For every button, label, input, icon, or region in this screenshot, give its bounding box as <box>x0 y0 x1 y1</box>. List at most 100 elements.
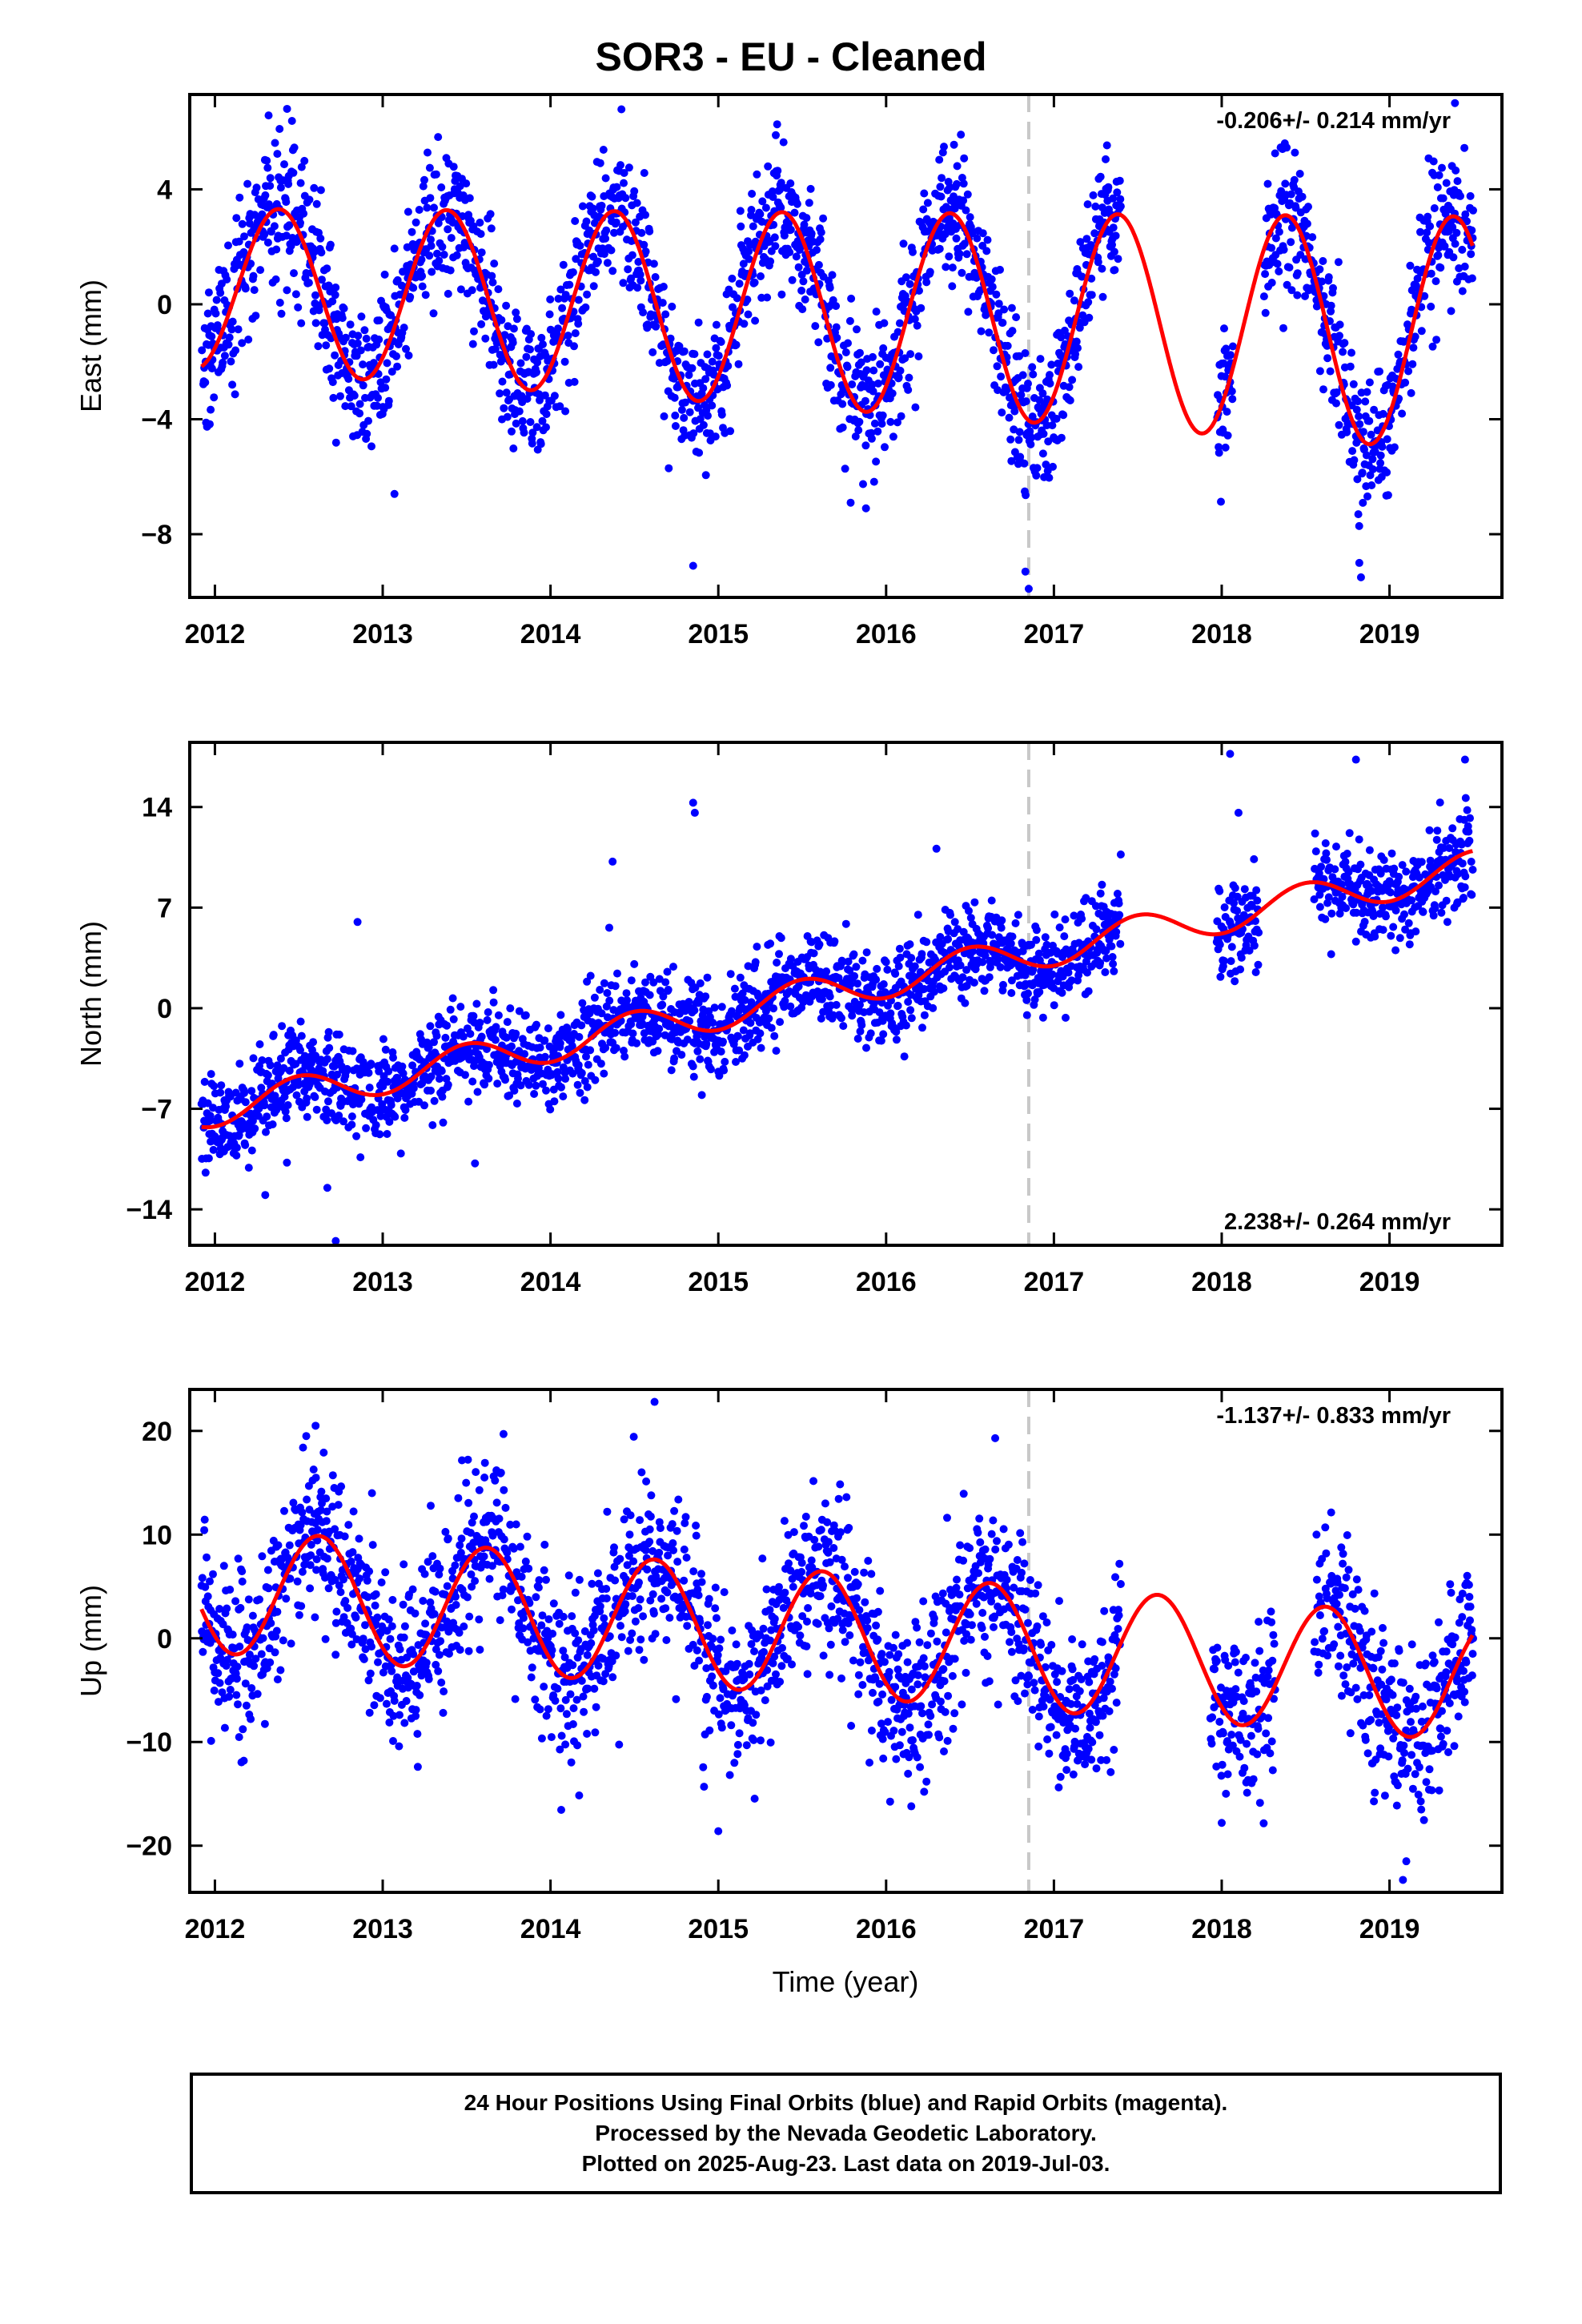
data-point <box>1044 437 1053 446</box>
data-point <box>1008 932 1017 941</box>
data-point <box>321 1634 330 1643</box>
data-point <box>735 1046 744 1055</box>
data-point <box>444 1534 452 1543</box>
data-point <box>354 332 363 340</box>
data-point <box>1029 370 1038 379</box>
data-point <box>641 978 649 987</box>
data-point <box>1022 397 1030 406</box>
data-point <box>242 1701 251 1710</box>
data-point <box>990 346 998 355</box>
data-point <box>505 1092 514 1100</box>
data-point <box>978 958 987 967</box>
data-point <box>266 174 275 183</box>
data-point <box>658 1000 667 1009</box>
data-point <box>289 168 298 177</box>
data-point <box>772 1047 781 1055</box>
data-point <box>729 303 737 312</box>
data-point <box>1061 915 1070 924</box>
data-point <box>762 1005 771 1013</box>
data-point <box>426 1598 435 1606</box>
data-point <box>1406 261 1415 270</box>
data-point <box>476 230 485 239</box>
data-point <box>481 334 490 343</box>
data-point <box>1071 350 1080 359</box>
data-point <box>1254 960 1263 969</box>
data-point <box>1455 264 1464 272</box>
data-point <box>1460 143 1469 152</box>
data-point <box>244 1595 253 1604</box>
x-tick-label: 2018 <box>1191 619 1252 649</box>
data-points <box>197 750 1477 1245</box>
data-point <box>235 1059 244 1068</box>
data-point <box>488 278 497 287</box>
data-point <box>1429 911 1438 920</box>
data-point <box>1231 977 1239 986</box>
data-point <box>383 1130 391 1138</box>
data-point <box>589 282 598 291</box>
data-point <box>1351 937 1360 946</box>
data-point <box>488 271 496 280</box>
data-point <box>1220 903 1229 911</box>
data-point <box>1287 286 1296 295</box>
data-point <box>998 408 1006 417</box>
data-point <box>879 980 888 988</box>
data-point <box>274 1541 283 1550</box>
data-point <box>685 1017 694 1026</box>
data-point <box>940 143 948 151</box>
data-point <box>235 237 243 246</box>
data-point <box>427 1502 435 1510</box>
data-point <box>1447 307 1456 316</box>
data-point <box>976 286 985 295</box>
data-point <box>637 228 646 237</box>
data-point <box>1452 166 1460 175</box>
data-point <box>303 1112 311 1121</box>
data-point <box>264 1584 273 1593</box>
data-point <box>878 411 887 420</box>
data-point <box>483 1015 492 1024</box>
data-point <box>723 381 732 390</box>
data-point <box>1215 443 1223 452</box>
data-point <box>959 179 968 188</box>
data-point <box>905 373 913 382</box>
outlier-point <box>932 844 941 853</box>
data-point <box>853 979 862 988</box>
data-point <box>603 259 612 267</box>
data-point <box>484 1008 492 1016</box>
data-point <box>452 1592 460 1601</box>
data-point <box>745 1029 754 1038</box>
data-point <box>383 359 391 368</box>
data-point <box>470 1512 478 1521</box>
data-point <box>305 195 314 204</box>
data-point <box>468 1518 476 1527</box>
data-point <box>1354 510 1363 519</box>
data-point <box>461 1071 469 1080</box>
data-point <box>467 1570 476 1578</box>
data-point <box>367 1059 375 1068</box>
data-point <box>696 1055 705 1063</box>
data-point <box>352 1132 361 1140</box>
data-point <box>1389 923 1398 931</box>
data-point <box>1231 883 1239 892</box>
data-point <box>1332 399 1340 408</box>
data-point <box>260 1101 269 1110</box>
data-point <box>295 1610 303 1619</box>
data-point <box>1068 376 1077 384</box>
data-point <box>456 1646 464 1655</box>
data-point <box>476 1019 484 1027</box>
data-point <box>300 156 309 165</box>
data-point <box>232 1691 241 1699</box>
data-point <box>347 1557 355 1566</box>
data-point <box>653 1047 662 1055</box>
data-point <box>222 1662 231 1671</box>
data-point <box>801 296 809 304</box>
data-point <box>805 199 813 207</box>
data-point <box>850 971 859 980</box>
data-point <box>532 423 541 432</box>
data-point <box>582 217 591 226</box>
data-point <box>573 1080 582 1089</box>
data-point <box>365 1708 374 1717</box>
data-point <box>829 1011 837 1019</box>
data-point <box>1115 911 1124 919</box>
data-point <box>418 282 427 291</box>
data-point <box>365 1567 374 1576</box>
